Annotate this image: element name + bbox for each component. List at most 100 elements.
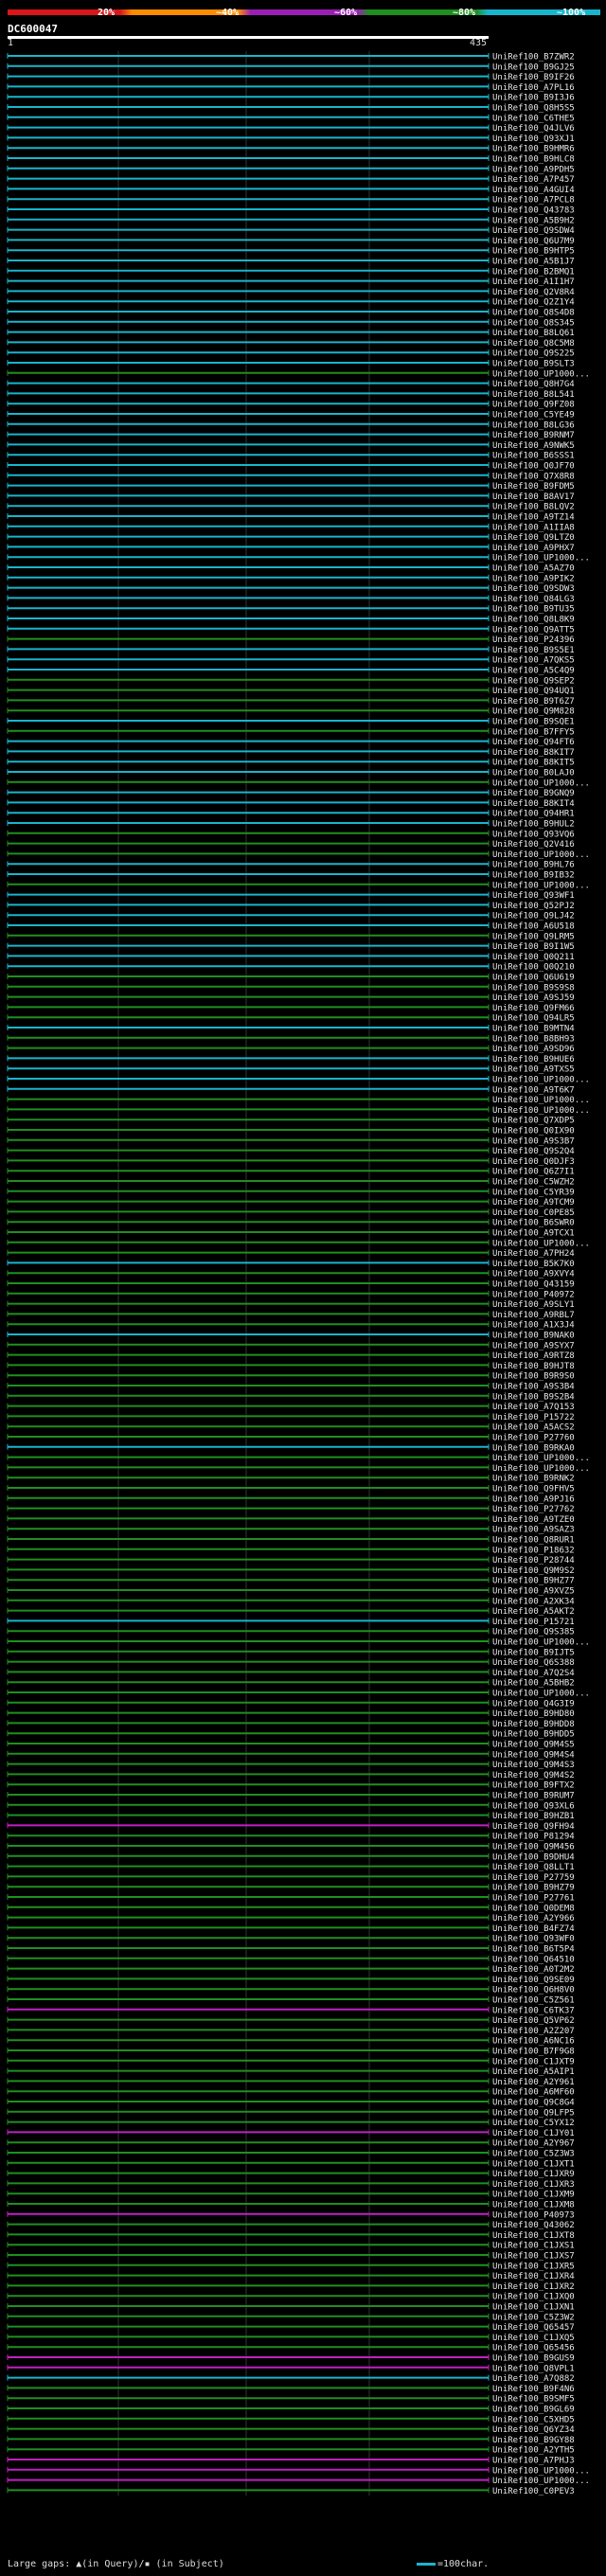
subject-id-label[interactable]: UniRef100_C1JXS1: [492, 2242, 575, 2251]
subject-id-label[interactable]: UniRef100_Q6S388: [492, 1658, 575, 1668]
subject-id-label[interactable]: UniRef100_B9F4N6: [492, 2385, 575, 2394]
subject-id-label[interactable]: UniRef100_A7P457: [492, 175, 575, 185]
subject-id-label[interactable]: UniRef100_B9RKA0: [492, 1443, 575, 1453]
subject-id-label[interactable]: UniRef100_Q6YZ34: [492, 2425, 575, 2435]
subject-id-label[interactable]: UniRef100_A5C4Q9: [492, 667, 575, 676]
subject-id-label[interactable]: UniRef100_C1JXQ5: [492, 2334, 575, 2343]
subject-id-label[interactable]: UniRef100_C1JXQ0: [492, 2293, 575, 2302]
subject-id-label[interactable]: UniRef100_A6U518: [492, 922, 575, 932]
subject-id-label[interactable]: UniRef100_B9HL76: [492, 861, 575, 870]
subject-id-label[interactable]: UniRef100_A5B1J7: [492, 258, 575, 267]
subject-id-label[interactable]: UniRef100_Q2V416: [492, 840, 575, 850]
subject-id-label[interactable]: UniRef100_B9GJ25: [492, 63, 575, 72]
subject-id-label[interactable]: UniRef100_Q9LRM5: [492, 932, 575, 941]
subject-id-label[interactable]: UniRef100_Q9M4S3: [492, 1761, 575, 1770]
subject-id-label[interactable]: UniRef100_UP1000...: [492, 1464, 590, 1474]
subject-id-label[interactable]: UniRef100_B9HTP5: [492, 247, 575, 257]
subject-id-label[interactable]: UniRef100_P18632: [492, 1546, 575, 1555]
subject-id-label[interactable]: UniRef100_B9SMF5: [492, 2395, 575, 2405]
subject-id-label[interactable]: UniRef100_Q9FHV5: [492, 1485, 575, 1494]
subject-id-label[interactable]: UniRef100_B9RUM7: [492, 1792, 575, 1801]
subject-id-label[interactable]: UniRef100_B9I1W5: [492, 942, 575, 952]
subject-id-label[interactable]: UniRef100_B9HDD5: [492, 1730, 575, 1740]
subject-id-label[interactable]: UniRef100_UP1000...: [492, 1106, 590, 1116]
subject-id-label[interactable]: UniRef100_B8KIT5: [492, 759, 575, 768]
subject-id-label[interactable]: UniRef100_B9HJT8: [492, 1362, 575, 1371]
subject-id-label[interactable]: UniRef100_B9HZ77: [492, 1577, 575, 1586]
subject-id-label[interactable]: UniRef100_A9PHX7: [492, 544, 575, 553]
subject-id-label[interactable]: UniRef100_Q8LLT1: [492, 1863, 575, 1872]
subject-id-label[interactable]: UniRef100_A5AKT2: [492, 1607, 575, 1617]
subject-id-label[interactable]: UniRef100_Q9S225: [492, 349, 575, 359]
subject-id-label[interactable]: UniRef100_A9PDH5: [492, 165, 575, 174]
subject-id-label[interactable]: UniRef100_A5AZ70: [492, 564, 575, 574]
subject-id-label[interactable]: UniRef100_A0T2M2: [492, 1965, 575, 1975]
subject-id-label[interactable]: UniRef100_UP1000...: [492, 850, 590, 860]
subject-id-label[interactable]: UniRef100_A9RTZ8: [492, 1351, 575, 1361]
subject-id-label[interactable]: UniRef100_B7ZWR2: [492, 53, 575, 63]
subject-id-label[interactable]: UniRef100_C1JXR9: [492, 2170, 575, 2179]
subject-id-label[interactable]: UniRef100_Q8L8K9: [492, 616, 575, 625]
subject-id-label[interactable]: UniRef100_UP1000...: [492, 1239, 590, 1248]
subject-id-label[interactable]: UniRef100_A9S3B4: [492, 1383, 575, 1392]
subject-id-label[interactable]: UniRef100_C1JXT8: [492, 2231, 575, 2241]
subject-id-label[interactable]: UniRef100_Q9C8G4: [492, 2099, 575, 2108]
subject-id-label[interactable]: UniRef100_A9SLY1: [492, 1300, 575, 1310]
subject-id-label[interactable]: UniRef100_B9GUS9: [492, 2354, 575, 2364]
subject-id-label[interactable]: UniRef100_C1JXR4: [492, 2272, 575, 2281]
subject-id-label[interactable]: UniRef100_Q9M456: [492, 1843, 575, 1852]
subject-id-label[interactable]: UniRef100_C6TK37: [492, 2006, 575, 2015]
subject-id-label[interactable]: UniRef100_Q7X8R8: [492, 472, 575, 481]
subject-id-label[interactable]: UniRef100_Q9FM66: [492, 1004, 575, 1013]
subject-id-label[interactable]: UniRef100_Q7XDP5: [492, 1117, 575, 1126]
subject-id-label[interactable]: UniRef100_B6T5P4: [492, 1945, 575, 1955]
subject-id-label[interactable]: UniRef100_B6SWR0: [492, 1219, 575, 1228]
subject-id-label[interactable]: UniRef100_A5B9H2: [492, 216, 575, 225]
subject-id-label[interactable]: UniRef100_A9SJ59: [492, 993, 575, 1003]
subject-id-label[interactable]: UniRef100_Q9M4S2: [492, 1771, 575, 1780]
subject-id-label[interactable]: UniRef100_Q9LJ42: [492, 912, 575, 921]
subject-id-label[interactable]: UniRef100_Q2V8R4: [492, 288, 575, 297]
subject-id-label[interactable]: UniRef100_Q6H8V0: [492, 1986, 575, 1995]
subject-id-label[interactable]: UniRef100_B9T6Z7: [492, 697, 575, 707]
subject-id-label[interactable]: UniRef100_A7QKS5: [492, 656, 575, 666]
subject-id-label[interactable]: UniRef100_C5YR39: [492, 1188, 575, 1197]
subject-id-label[interactable]: UniRef100_P40973: [492, 2210, 575, 2220]
subject-id-label[interactable]: UniRef100_Q65457: [492, 2323, 575, 2333]
subject-id-label[interactable]: UniRef100_A7Q2S4: [492, 1669, 575, 1678]
subject-id-label[interactable]: UniRef100_A4GUI4: [492, 186, 575, 195]
subject-id-label[interactable]: UniRef100_B9HZB1: [492, 1812, 575, 1821]
subject-id-label[interactable]: UniRef100_B8L541: [492, 390, 575, 400]
subject-id-label[interactable]: UniRef100_Q93XL6: [492, 1801, 575, 1811]
subject-id-label[interactable]: UniRef100_C5YX12: [492, 2119, 575, 2128]
subject-id-label[interactable]: UniRef100_B9DHU4: [492, 1852, 575, 1862]
subject-id-label[interactable]: UniRef100_B9HUL2: [492, 820, 575, 830]
subject-id-label[interactable]: UniRef100_C1JY01: [492, 2129, 575, 2138]
subject-id-label[interactable]: UniRef100_B9GL69: [492, 2406, 575, 2415]
subject-id-label[interactable]: UniRef100_Q5VP62: [492, 2016, 575, 2026]
subject-id-label[interactable]: UniRef100_B9S5E1: [492, 646, 575, 655]
subject-id-label[interactable]: UniRef100_Q93WF1: [492, 891, 575, 901]
subject-id-label[interactable]: UniRef100_B8KIT4: [492, 799, 575, 809]
subject-id-label[interactable]: UniRef100_Q94HR1: [492, 810, 575, 819]
subject-id-label[interactable]: UniRef100_Q8S4D8: [492, 309, 575, 318]
subject-id-label[interactable]: UniRef100_C5Z3W2: [492, 2313, 575, 2322]
subject-id-label[interactable]: UniRef100_Q9M4S5: [492, 1741, 575, 1750]
subject-id-label[interactable]: UniRef100_Q8RUR1: [492, 1536, 575, 1546]
subject-id-label[interactable]: UniRef100_Q9S385: [492, 1628, 575, 1637]
subject-id-label[interactable]: UniRef100_B8BH93: [492, 1034, 575, 1044]
subject-id-label[interactable]: UniRef100_A9TXS5: [492, 1065, 575, 1075]
subject-id-label[interactable]: UniRef100_B7FFY5: [492, 727, 575, 737]
subject-id-label[interactable]: UniRef100_Q93XJ1: [492, 134, 575, 144]
subject-id-label[interactable]: UniRef100_A1I1H7: [492, 277, 575, 287]
subject-id-label[interactable]: UniRef100_UP1000...: [492, 1096, 590, 1105]
subject-id-label[interactable]: UniRef100_C0PE85: [492, 1208, 575, 1218]
subject-id-label[interactable]: UniRef100_A7Q153: [492, 1403, 575, 1412]
subject-id-label[interactable]: UniRef100_A9NWK5: [492, 441, 575, 451]
subject-id-label[interactable]: UniRef100_A9PIK2: [492, 574, 575, 583]
subject-id-label[interactable]: UniRef100_A7Q882: [492, 2374, 575, 2384]
subject-id-label[interactable]: UniRef100_B7F9G8: [492, 2048, 575, 2057]
subject-id-label[interactable]: UniRef100_C5YE49: [492, 411, 575, 420]
subject-id-label[interactable]: UniRef100_UP1000...: [492, 2466, 590, 2476]
subject-id-label[interactable]: UniRef100_B9IJT5: [492, 1648, 575, 1657]
